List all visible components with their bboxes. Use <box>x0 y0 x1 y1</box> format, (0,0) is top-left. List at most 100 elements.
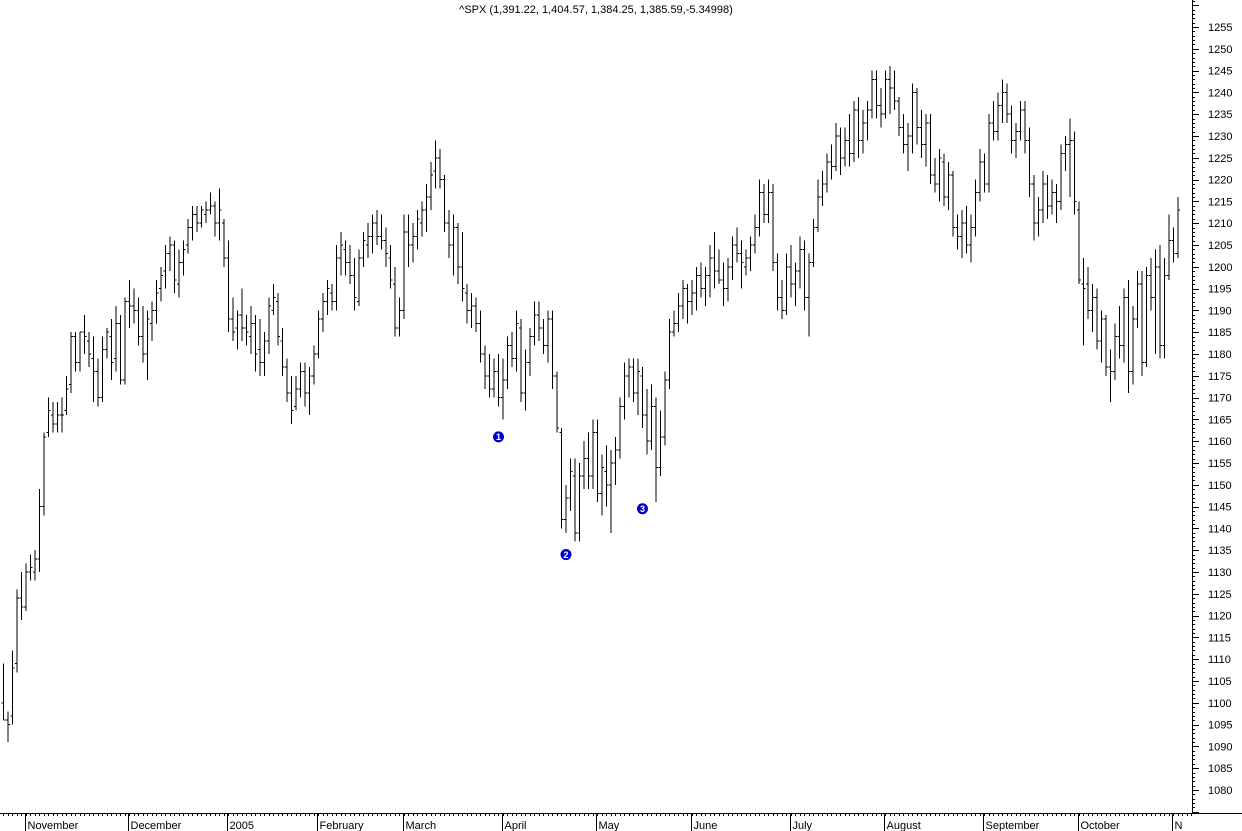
ohlc-bar <box>528 327 532 376</box>
ohlc-bar <box>982 153 987 193</box>
y-tick-label: 1135 <box>1208 545 1232 557</box>
ohlc-bar <box>168 236 172 272</box>
ohlc-bar <box>586 432 591 490</box>
ohlc-bar <box>1041 170 1045 224</box>
wave-markers: 1 2 3 <box>493 431 648 561</box>
ohlc-bar <box>550 310 555 389</box>
ohlc-bar <box>1068 118 1072 198</box>
month-label: March <box>406 820 437 831</box>
month-label: April <box>505 820 527 831</box>
ohlc-bar <box>703 266 708 307</box>
wave-marker-3: 3 <box>637 503 648 515</box>
ohlc-bar <box>1117 306 1122 359</box>
ohlc-bar <box>406 214 411 267</box>
y-tick-label: 1090 <box>1208 741 1232 753</box>
x-axis: November December 2005 February March April Ma… <box>0 813 1242 831</box>
ohlc-bar <box>1162 258 1167 359</box>
ohlc-bar <box>1023 101 1027 154</box>
ohlc-bar <box>1059 144 1063 211</box>
ohlc-bar <box>951 170 955 237</box>
ohlc-bar <box>865 101 870 141</box>
ohlc-bar <box>523 349 528 411</box>
wave-marker-label: 2 <box>563 550 568 560</box>
ohlc-bar <box>1167 214 1171 280</box>
ohlc-bar <box>186 218 190 254</box>
wave-marker-2: 2 <box>560 549 572 561</box>
ohlc-bar <box>321 292 325 333</box>
ohlc-bar <box>897 96 901 136</box>
ohlc-bar <box>546 310 550 363</box>
ohlc-bar <box>496 354 501 407</box>
ohlc-bar <box>109 319 114 381</box>
ohlc-bar <box>1153 249 1158 354</box>
y-axis: 1080 1085 1090 1095 1100 1105 1110 1115 1120 1125… <box>1192 0 1232 813</box>
y-tick-label: 1195 <box>1208 284 1232 296</box>
ohlc-bar <box>64 375 69 416</box>
ohlc-bar <box>1077 201 1081 285</box>
y-tick-label: 1255 <box>1208 22 1232 34</box>
ohlc-bar <box>712 231 717 289</box>
ohlc-bar <box>141 306 145 363</box>
ohlc-bar <box>145 310 150 381</box>
ohlc-bar <box>987 114 991 193</box>
ohlc-bar <box>96 358 100 407</box>
ohlc-bar <box>654 397 658 503</box>
y-tick-label: 1110 <box>1208 654 1231 666</box>
ohlc-bar <box>690 279 694 315</box>
month-label: July <box>793 820 813 831</box>
ohlc-bar <box>172 240 177 293</box>
month-label: August <box>887 820 921 831</box>
y-tick-label: 1095 <box>1208 720 1232 732</box>
ohlc-bar <box>942 153 946 206</box>
ohlc-bar <box>46 397 51 437</box>
ohlc-bar <box>757 179 762 237</box>
y-tick-label: 1085 <box>1208 763 1232 775</box>
ohlc-bar <box>451 214 456 276</box>
ohlc-bar <box>631 358 636 402</box>
ohlc-bar <box>118 314 123 385</box>
ohlc-bar <box>915 88 919 145</box>
ohlc-bar <box>312 345 316 385</box>
ohlc-bar <box>564 484 568 533</box>
ohlc-bar <box>420 201 424 237</box>
ohlc-bar <box>645 388 649 455</box>
ohlc-bar <box>136 297 141 346</box>
y-tick-label: 1130 <box>1208 567 1232 579</box>
ohlc-bar <box>357 249 361 307</box>
wave-marker-dot <box>560 549 572 561</box>
month-label: N <box>1175 820 1183 831</box>
ohlc-bar <box>933 157 937 193</box>
ohlc-bar <box>492 358 496 398</box>
ohlc-bar <box>393 266 397 337</box>
ohlc-bar <box>339 231 343 276</box>
ohlc-bar <box>429 162 433 211</box>
y-tick-label: 1235 <box>1208 109 1232 121</box>
ohlc-bar <box>289 375 294 424</box>
y-tick-label: 1180 <box>1208 349 1232 361</box>
ohlc-bar <box>469 292 474 328</box>
ohlc-bar <box>1063 136 1068 171</box>
ohlc-bar <box>852 101 856 163</box>
ohlc-bar <box>798 236 802 289</box>
ohlc-bar <box>969 214 973 263</box>
ohlc-bar <box>924 114 928 167</box>
ohlc-bar <box>906 122 910 171</box>
ohlc-bar <box>388 245 393 289</box>
ohlc-bar <box>316 310 321 359</box>
y-tick-label: 1150 <box>1208 480 1232 492</box>
y-tick-label: 1140 <box>1208 523 1232 535</box>
ohlc-bar <box>42 432 46 516</box>
ohlc-bar <box>438 149 442 189</box>
ohlc-bar <box>460 231 465 302</box>
ohlc-bar <box>1149 258 1153 311</box>
ohlc-bar <box>1027 127 1032 198</box>
ohlc-bar <box>622 362 627 420</box>
ohlc-bar <box>15 589 19 673</box>
ohlc-bar <box>33 550 37 581</box>
ohlc-bar <box>294 375 298 411</box>
ohlc-bar <box>415 210 420 250</box>
y-tick-label: 1115 <box>1208 632 1231 644</box>
y-tick-label: 1125 <box>1208 589 1232 601</box>
ohlc-bar <box>24 563 28 612</box>
ohlc-bar <box>163 245 168 289</box>
